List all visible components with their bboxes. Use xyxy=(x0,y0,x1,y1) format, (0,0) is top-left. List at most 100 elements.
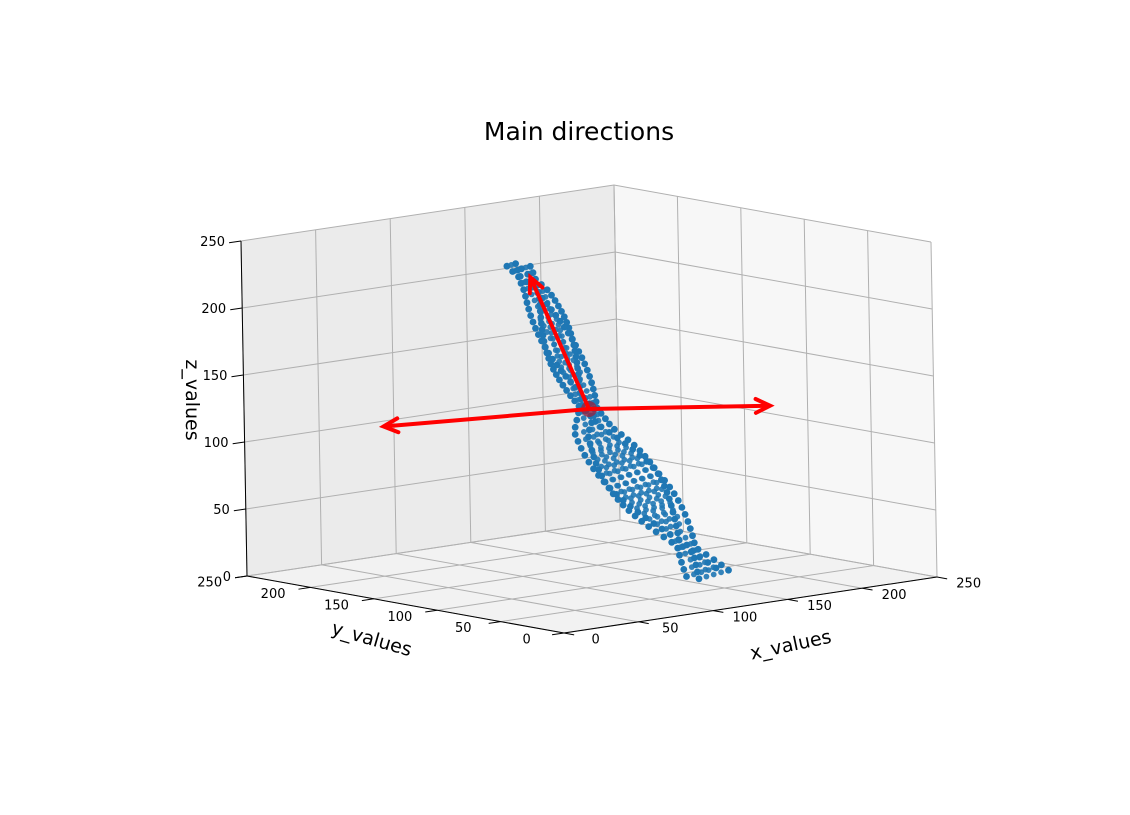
z-tick-label: 50 xyxy=(213,503,230,518)
data-point xyxy=(646,487,652,494)
data-point xyxy=(618,431,625,438)
y-axis-line xyxy=(246,575,565,634)
data-point xyxy=(577,445,585,452)
z-tick-label: 200 xyxy=(201,302,226,317)
data-point xyxy=(619,465,626,472)
y-tick xyxy=(425,609,438,613)
data-point xyxy=(516,273,524,280)
z-tick-label: 0 xyxy=(223,570,231,585)
data-point xyxy=(642,503,648,509)
data-point xyxy=(582,421,589,428)
y-tick-label: 250 xyxy=(197,576,222,591)
data-point xyxy=(558,308,565,315)
data-point xyxy=(710,571,717,578)
data-point xyxy=(586,440,594,447)
data-point xyxy=(626,486,633,492)
data-point xyxy=(610,433,617,440)
left-pane xyxy=(241,185,620,576)
data-point xyxy=(650,479,657,485)
arrow-shaft xyxy=(383,407,590,429)
data-point xyxy=(634,505,640,512)
arrow-shaft xyxy=(588,403,771,411)
data-point xyxy=(718,569,724,576)
data-point xyxy=(547,335,554,342)
data-point xyxy=(660,533,668,541)
data-point xyxy=(598,463,605,470)
data-point xyxy=(552,371,560,378)
z-tick-label: 100 xyxy=(204,436,229,451)
data-point xyxy=(642,467,648,473)
data-point xyxy=(638,489,645,496)
y-tick-label: 50 xyxy=(455,621,472,636)
z-tick-label: 250 xyxy=(200,235,225,250)
data-point xyxy=(544,329,550,335)
data-point xyxy=(598,444,604,451)
z-axis-label: z_values xyxy=(181,359,203,440)
x-tick-label: 0 xyxy=(592,633,600,648)
data-point xyxy=(563,387,570,394)
data-point xyxy=(556,358,563,365)
data-point xyxy=(645,523,653,530)
data-point xyxy=(710,556,718,564)
data-point xyxy=(581,451,589,459)
data-point xyxy=(642,481,649,488)
y-gridline xyxy=(246,184,621,577)
x-tick-label: 100 xyxy=(732,610,757,625)
data-point xyxy=(586,373,593,380)
data-point xyxy=(622,494,629,501)
y-tick-label: 200 xyxy=(261,587,286,602)
data-point xyxy=(676,551,683,559)
data-point xyxy=(605,484,613,492)
data-point xyxy=(585,433,592,441)
data-point xyxy=(682,534,689,541)
data-point xyxy=(652,528,660,536)
data-point xyxy=(564,329,572,337)
data-point xyxy=(658,518,665,525)
data-point xyxy=(670,490,678,498)
data-point xyxy=(630,492,637,498)
data-point xyxy=(555,302,562,310)
data-point xyxy=(703,573,710,580)
data-point xyxy=(629,454,636,461)
data-point xyxy=(559,381,567,389)
data-point xyxy=(678,504,686,511)
data-point xyxy=(607,442,613,448)
z-axis-line xyxy=(240,240,248,577)
data-point xyxy=(621,449,627,455)
data-point xyxy=(548,291,555,299)
data-point xyxy=(583,388,590,394)
y-tick xyxy=(488,621,501,624)
data-point xyxy=(674,497,682,504)
data-point xyxy=(630,477,637,484)
data-point xyxy=(603,470,610,476)
data-point xyxy=(614,482,620,489)
x-tick-label: 200 xyxy=(882,588,907,603)
data-point xyxy=(552,311,560,319)
data-point xyxy=(627,463,634,469)
x-tick-label: 250 xyxy=(956,577,981,592)
direction-arrows xyxy=(378,273,775,435)
arrow-shaft xyxy=(528,276,591,410)
data-point xyxy=(630,441,638,449)
data-point xyxy=(537,314,545,321)
data-point xyxy=(606,461,612,468)
data-point xyxy=(523,278,530,286)
data-point xyxy=(643,458,651,465)
data-point xyxy=(597,410,605,417)
data-point xyxy=(617,474,624,480)
data-point xyxy=(633,469,640,476)
data-point xyxy=(544,299,551,306)
data-point xyxy=(543,286,551,294)
data-point xyxy=(695,575,703,583)
data-point xyxy=(536,307,544,315)
z-tick xyxy=(233,508,246,512)
data-point xyxy=(618,488,625,495)
data-point xyxy=(674,513,681,520)
data-point xyxy=(580,382,587,388)
z-tick xyxy=(231,374,244,378)
data-point xyxy=(658,525,666,533)
y-tick xyxy=(551,632,565,636)
x-tick-label: 50 xyxy=(662,622,679,637)
data-point xyxy=(691,554,698,562)
